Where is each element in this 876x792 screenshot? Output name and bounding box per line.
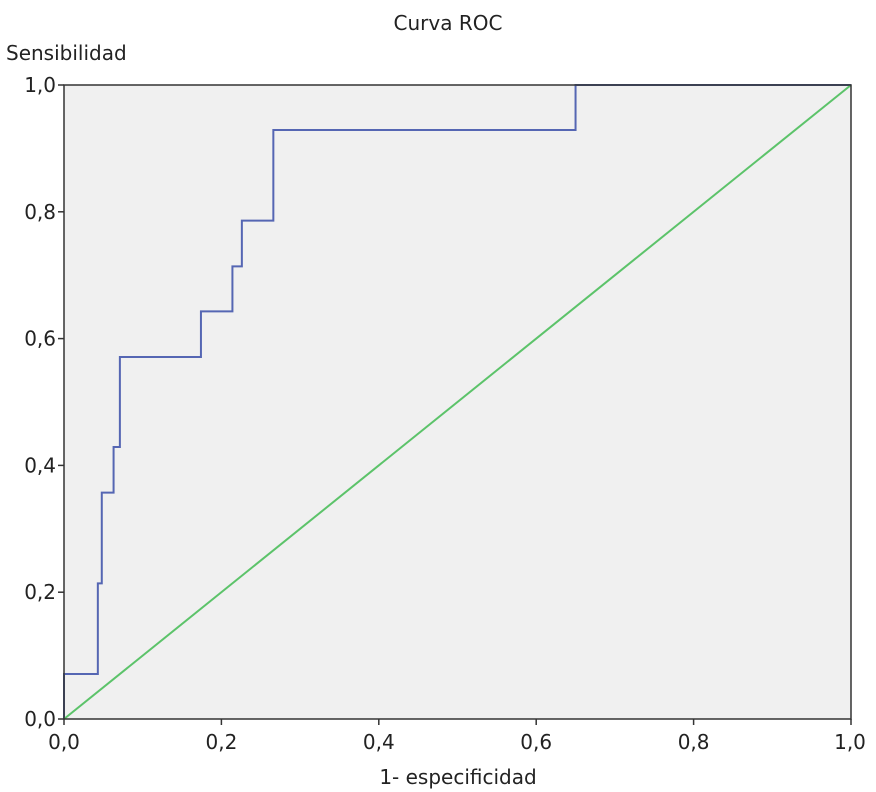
- y-axis-ticks: 0,0 0,2 0,4 0,6 0,8 1,0: [24, 73, 64, 731]
- x-tick-label: 0,6: [520, 730, 552, 754]
- y-tick-label: 0,4: [24, 453, 56, 477]
- y-tick-label: 0,0: [24, 707, 56, 731]
- x-tick-label: 0,0: [48, 730, 80, 754]
- y-axis-label: Sensibilidad: [6, 41, 127, 65]
- x-tick-label: 0,4: [363, 730, 395, 754]
- plot-series-group: [63, 84, 852, 720]
- y-tick-label: 0,8: [24, 200, 56, 224]
- x-tick-label: 0,2: [205, 730, 237, 754]
- x-axis-label: 1- especificidad: [379, 765, 536, 789]
- y-tick-label: 1,0: [24, 73, 56, 97]
- reference-diagonal-line: [63, 84, 852, 720]
- y-tick-label: 0,2: [24, 580, 56, 604]
- roc-curve-line: [63, 84, 851, 719]
- plot-frame: [63, 84, 852, 720]
- x-tick-label: 0,8: [678, 730, 710, 754]
- chart-title: Curva ROC: [394, 11, 503, 35]
- x-axis-ticks: 0,0 0,2 0,4 0,6 0,8 1,0: [48, 719, 866, 754]
- y-tick-label: 0,6: [24, 327, 56, 351]
- x-tick-label: 1,0: [834, 730, 866, 754]
